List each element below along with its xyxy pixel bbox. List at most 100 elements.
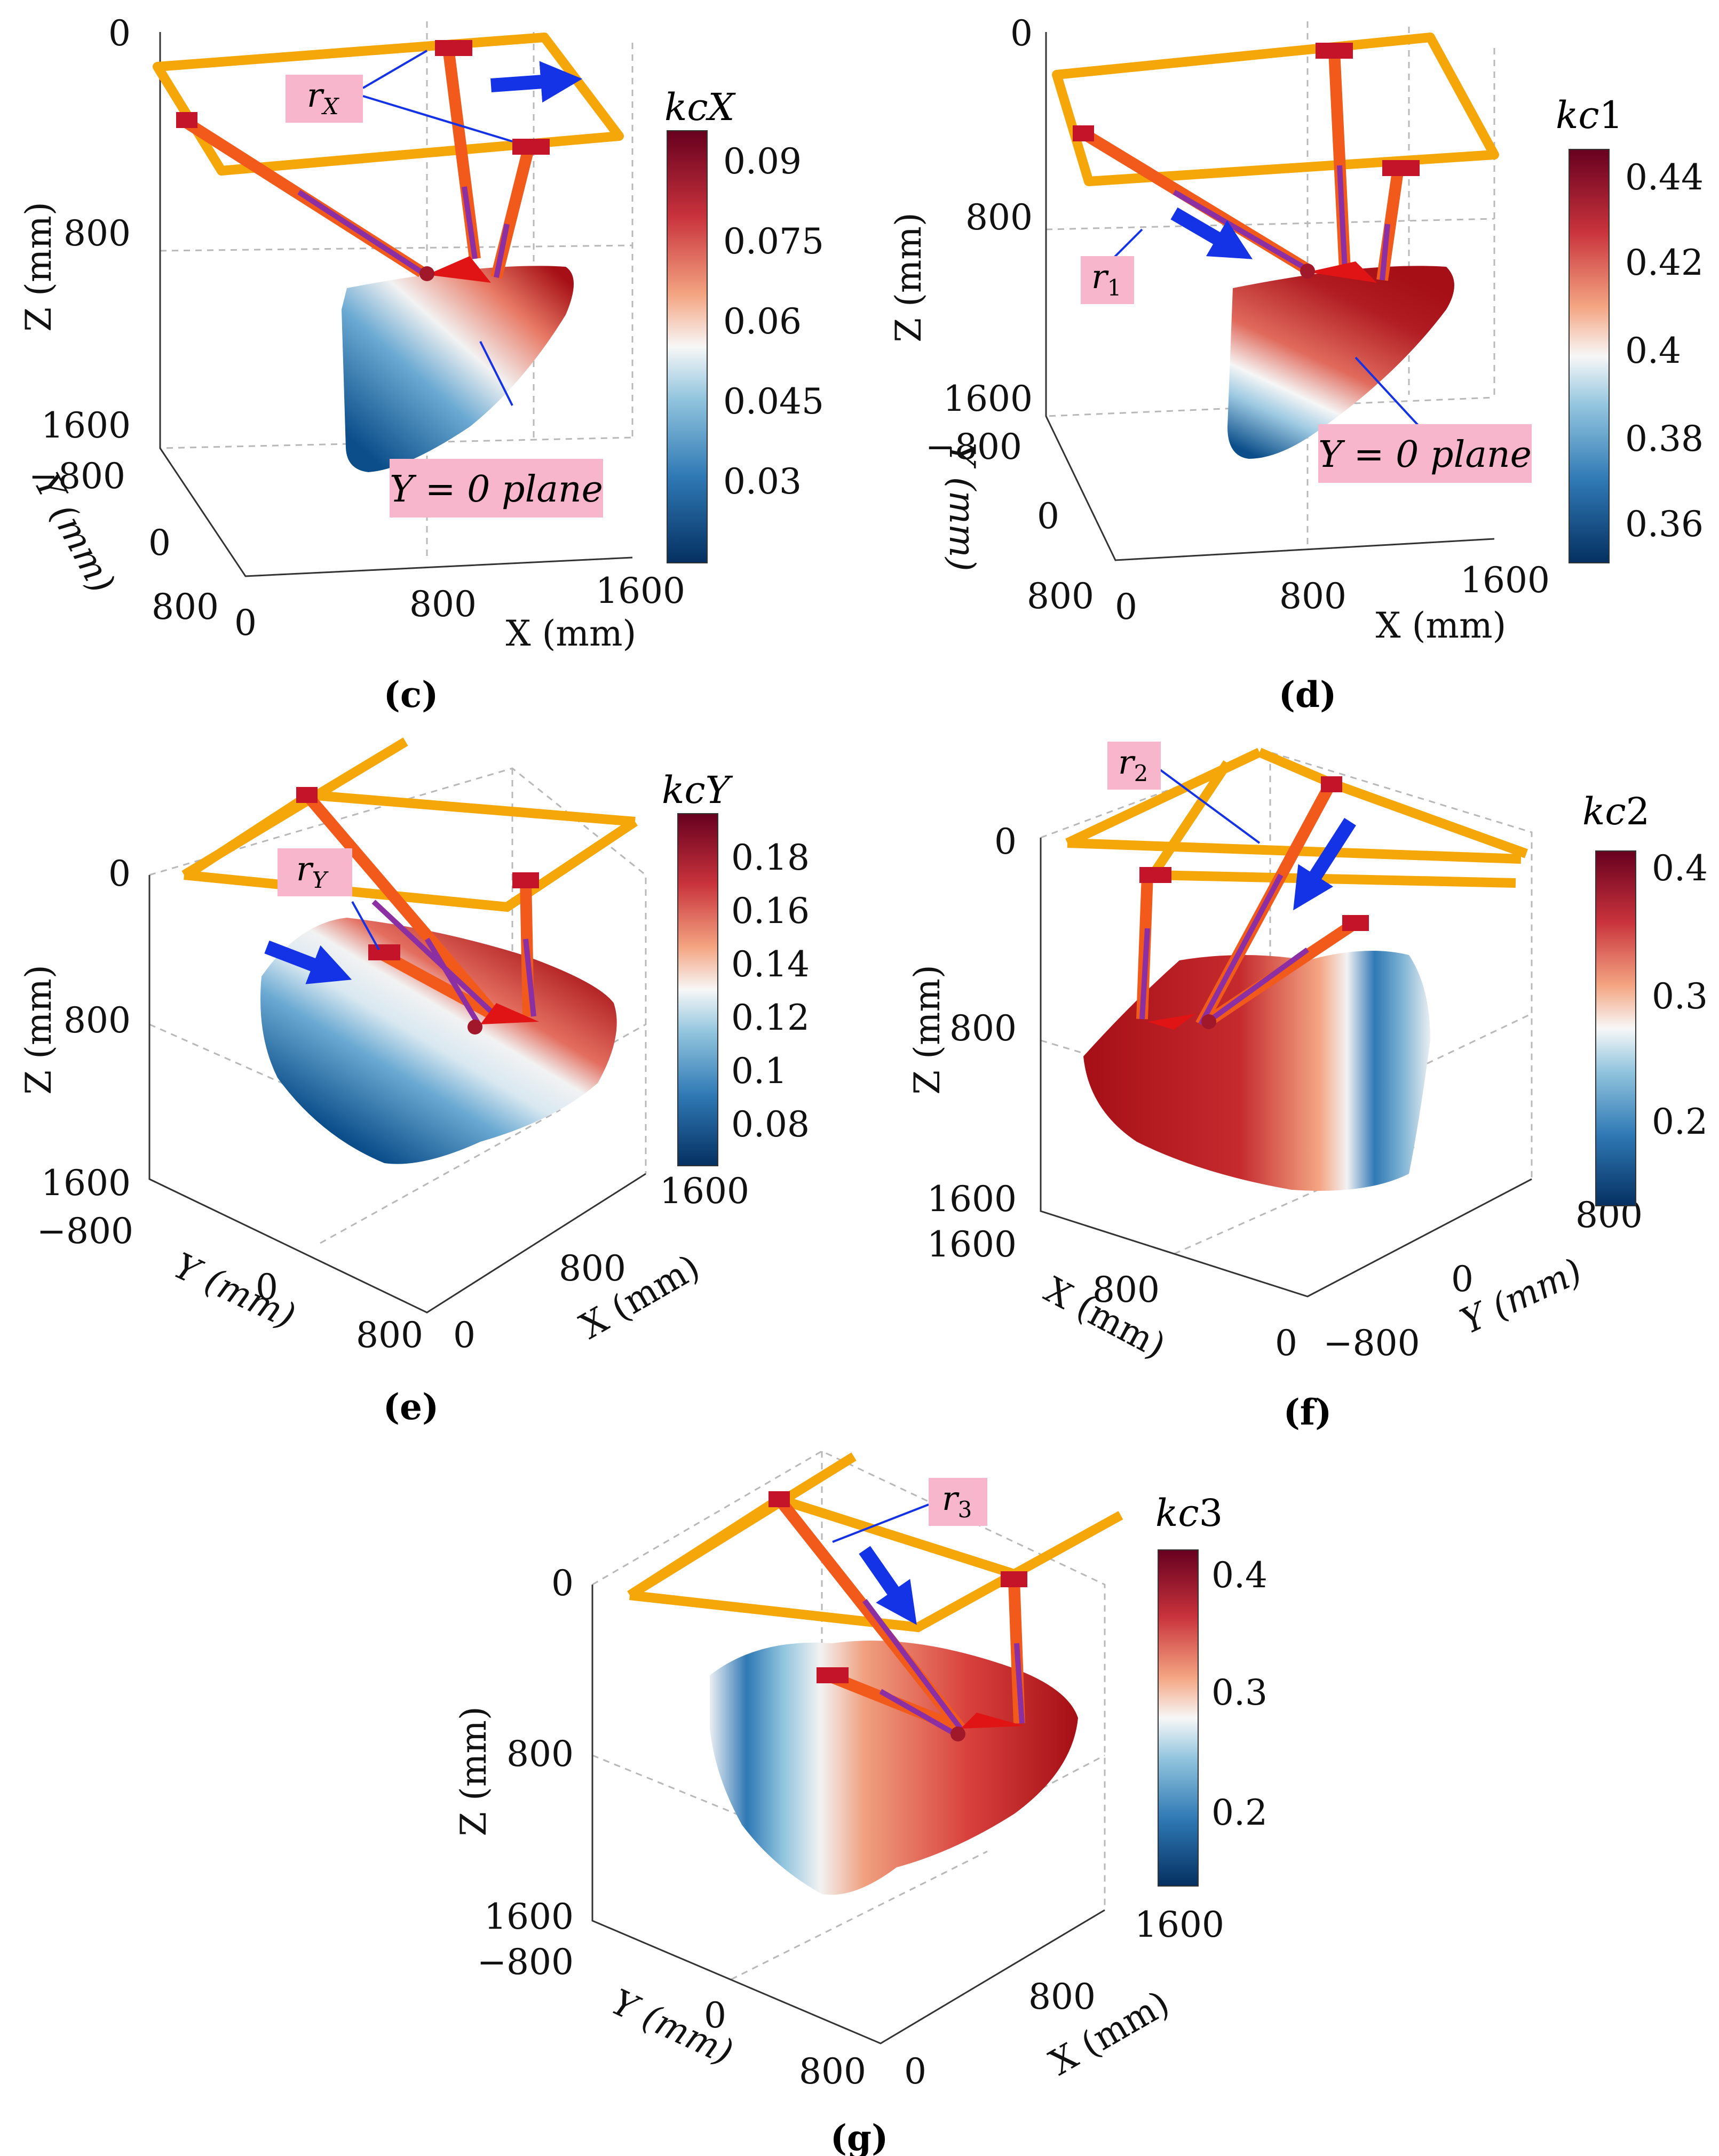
x-tick-label: 1600	[927, 1224, 1017, 1265]
panel-g: r3 Z (mm) 0 800 1600 −800 0 800 Y (mm) 1…	[453, 1450, 1268, 2156]
colorbar-tick-label: 0.4	[1625, 330, 1681, 371]
colorbar-label: kcX	[664, 85, 736, 129]
y-tick-label: 0	[148, 522, 171, 563]
colorbar-tick-label: 0.4	[1211, 1555, 1268, 1596]
colorbar: kc3 0.4 0.3 0.2	[1155, 1491, 1268, 1887]
colorbar-tick-label: 0.03	[723, 461, 802, 502]
direction-arrow	[859, 1546, 917, 1625]
x-tick-label: 0	[904, 2051, 926, 2092]
x-axis-label: X (mm)	[506, 613, 637, 654]
y-tick-label: 800	[1027, 576, 1094, 617]
panel-subtitle: (d)	[1279, 674, 1337, 715]
colorbar-tick-label: 0.18	[731, 837, 810, 878]
panel-f: r2 Z (mm) 0 800 1600 1600 800 0 X (mm) −…	[907, 742, 1708, 1433]
x-tick-label: 800	[1028, 1976, 1096, 2017]
colorbar-tick-label: 0.16	[731, 890, 810, 932]
direction-arrow	[1170, 207, 1253, 259]
colorbar-tick-label: 0.3	[1211, 1672, 1268, 1713]
z-tick-label: 0	[108, 13, 131, 54]
robot-frame	[1052, 33, 1499, 283]
callout-label: rY	[296, 849, 329, 893]
panel-d: r1 Y = 0 plane Z (mm) 0 800 1600 −800 0 …	[888, 13, 1704, 715]
colorbar-tick-label: 0.36	[1625, 504, 1704, 545]
colorbar-label: kc3	[1155, 1491, 1223, 1535]
z-tick-label: 800	[64, 1000, 131, 1041]
z-tick-label: 800	[506, 1733, 574, 1775]
callout-box	[390, 459, 603, 518]
workspace-surface	[1227, 266, 1454, 459]
colorbar-tick-label: 0.08	[731, 1104, 810, 1145]
callout-box	[929, 1478, 987, 1526]
z-tick-label: 800	[64, 213, 131, 254]
colorbar-tick-label: 0.42	[1625, 242, 1704, 283]
workspace-surface	[710, 1641, 1078, 1895]
z-tick-label: 1600	[943, 378, 1033, 419]
callout-label: Y = 0 plane	[390, 468, 603, 511]
y-tick-label: −800	[477, 1942, 574, 1983]
z-axis-label: Z (mm)	[888, 212, 929, 343]
x-tick-label: 0	[1115, 586, 1137, 627]
colorbar-tick-label: 0.14	[731, 944, 810, 985]
z-tick-label: 1600	[41, 1163, 131, 1204]
colorbar-tick-label: 0.2	[1211, 1792, 1268, 1833]
z-tick-label: 0	[1010, 13, 1033, 54]
panel-c: rX Y = 0 plane Z (mm) 0 800 1600 −800 0 …	[18, 13, 824, 715]
colorbar-tick-label: 0.075	[723, 221, 824, 262]
workspace-surface	[342, 266, 574, 472]
robot-frame	[1065, 747, 1528, 1030]
colorbar-tick-label: 0.38	[1625, 418, 1704, 459]
robot-frame	[181, 737, 638, 1035]
callout-label: r2	[1118, 743, 1148, 786]
y-axis-label: Y (mm)	[941, 442, 983, 571]
x-tick-label: 0	[234, 602, 257, 643]
y-tick-label: 0	[1451, 1259, 1474, 1300]
x-tick-label: 1600	[596, 570, 685, 611]
direction-arrow	[1293, 817, 1356, 911]
colorbar-tick-label: 0.44	[1625, 157, 1704, 198]
y-tick-label: −800	[1323, 1323, 1420, 1364]
y-tick-label: −800	[29, 456, 125, 497]
y-tick-label: 0	[256, 1267, 278, 1308]
x-tick-label: 800	[1092, 1269, 1160, 1310]
y-tick-label: 800	[152, 586, 219, 627]
colorbar-label: kc2	[1582, 790, 1650, 833]
colorbar: kc2 0.4 0.3 0.2	[1582, 790, 1708, 1206]
callout-box	[1107, 742, 1161, 790]
callout-box	[1081, 256, 1134, 304]
callout-label: rX	[307, 76, 340, 120]
panel-subtitle: (f)	[1284, 1391, 1332, 1433]
z-tick-label: 1600	[927, 1179, 1017, 1220]
workspace-surface	[1083, 951, 1430, 1191]
z-tick-label: 800	[965, 197, 1033, 238]
x-tick-label: 800	[559, 1248, 626, 1289]
callout-box	[278, 848, 352, 896]
y-tick-label: 0	[704, 1995, 726, 2036]
colorbar-label: kc1	[1556, 93, 1623, 137]
colorbar-tick-label: 0.4	[1652, 848, 1708, 889]
direction-arrow	[490, 61, 583, 103]
robot-frame	[153, 33, 624, 283]
callout-box	[286, 75, 363, 123]
panel-subtitle: (e)	[383, 1386, 439, 1428]
colorbar: kcY 0.18 0.16 0.14 0.12 0.1 0.08	[662, 768, 810, 1166]
z-tick-label: 800	[949, 1008, 1017, 1049]
x-tick-label: 1600	[1460, 560, 1550, 601]
colorbar-label: kcY	[662, 768, 733, 812]
x-tick-label: 0	[453, 1315, 476, 1356]
colorbar-tick-label: 0.06	[723, 301, 802, 342]
z-axis-label: Z (mm)	[453, 1706, 494, 1836]
z-axis-label: Z (mm)	[907, 965, 948, 1095]
colorbar-tick-label: 0.2	[1652, 1101, 1708, 1142]
x-axis-label: X (mm)	[1376, 605, 1507, 646]
x-tick-label: 1600	[660, 1171, 749, 1212]
z-tick-label: 0	[994, 821, 1017, 862]
y-tick-label: 800	[356, 1315, 423, 1356]
colorbar-tick-label: 0.12	[731, 997, 810, 1038]
x-tick-label: 1600	[1135, 1904, 1224, 1945]
y-tick-label: −800	[37, 1211, 133, 1252]
direction-arrow	[264, 940, 352, 984]
z-tick-label: 0	[551, 1563, 574, 1604]
panel-e: rY Z (mm) 0 800 1600 −800 0 800 Y (mm) 1…	[18, 737, 810, 1428]
y-tick-label: 0	[1037, 496, 1059, 537]
